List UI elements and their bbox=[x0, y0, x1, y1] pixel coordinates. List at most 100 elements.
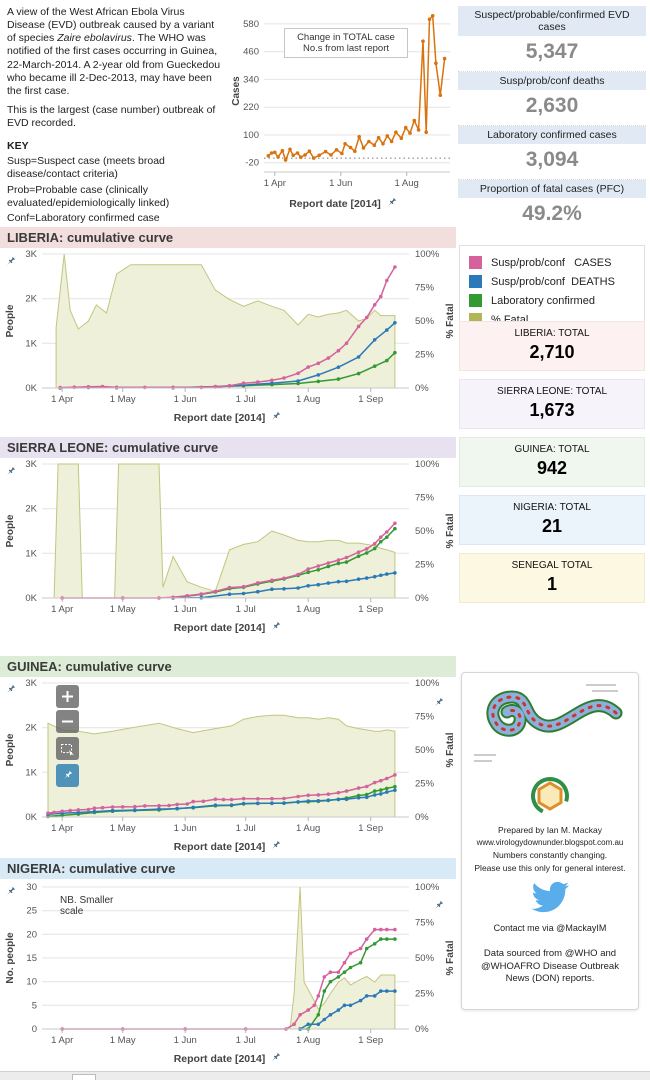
svg-text:1 Jul: 1 Jul bbox=[236, 394, 256, 405]
svg-text:1 Sep: 1 Sep bbox=[358, 394, 383, 405]
svg-text:People: People bbox=[5, 304, 16, 337]
credit-line-1: Prepared by Ian M. Mackay bbox=[498, 825, 602, 835]
svg-text:15: 15 bbox=[26, 953, 37, 964]
pin-button[interactable] bbox=[56, 764, 79, 787]
stat-pfc: Proportion of fatal cases (PFC) 49.2% bbox=[458, 179, 646, 233]
svg-text:1 Jul: 1 Jul bbox=[236, 604, 256, 615]
nigeria-annotation: NB. Smaller scale bbox=[60, 895, 114, 917]
svg-text:25: 25 bbox=[26, 906, 37, 917]
cases-swatch bbox=[469, 256, 482, 269]
total-value: 1 bbox=[546, 574, 557, 594]
hexagon-logo-icon bbox=[531, 777, 569, 815]
svg-text:1 May: 1 May bbox=[110, 604, 136, 615]
svg-text:1 Apr: 1 Apr bbox=[51, 1035, 73, 1046]
svg-text:3K: 3K bbox=[25, 249, 37, 260]
guinea-chart[interactable]: 1 Apr 1 May 1 Jun 1 Jul 1 Aug 1 Sep 0K 1K 2K 3K 0%… bbox=[0, 677, 456, 853]
svg-text:1 Jun: 1 Jun bbox=[174, 394, 197, 405]
svg-text:0%: 0% bbox=[415, 593, 429, 604]
pin-icon[interactable] bbox=[433, 697, 444, 708]
total-value: 2,710 bbox=[529, 342, 575, 362]
svg-text:460: 460 bbox=[243, 47, 259, 58]
x-axis-title: Report date [2014] bbox=[0, 620, 455, 634]
chart-canvas[interactable]: 1 Apr 1 May 1 Jun 1 Jul 1 Aug 1 Sep 0K 1K 2K 3K 0%… bbox=[0, 458, 456, 618]
svg-text:50%: 50% bbox=[415, 316, 435, 327]
pin-icon[interactable] bbox=[5, 256, 16, 267]
svg-text:100%: 100% bbox=[415, 249, 440, 260]
section-header-guinea: GUINEA: cumulative curve bbox=[0, 656, 456, 677]
legend-item-deaths[interactable]: Susp/prob/conf DEATHS bbox=[469, 272, 635, 291]
pin-icon[interactable] bbox=[5, 684, 16, 695]
total-value: 942 bbox=[536, 458, 568, 478]
svg-text:25%: 25% bbox=[415, 779, 435, 790]
svg-text:3K: 3K bbox=[25, 459, 37, 470]
sierra-leone-chart[interactable]: 1 Apr 1 May 1 Jun 1 Jul 1 Aug 1 Sep 0K 1K 2K 3K 0%… bbox=[0, 458, 456, 634]
chart-canvas[interactable]: 1 Apr 1 May 1 Jun 1 Jul 1 Aug 1 Sep 0 5 10 15 20 25… bbox=[0, 879, 456, 1049]
svg-text:1 Aug: 1 Aug bbox=[296, 394, 320, 405]
svg-text:% Fatal: % Fatal bbox=[445, 303, 455, 338]
intro-text: A view of the West African Ebola Virus D… bbox=[7, 6, 221, 227]
stat-value: 3,094 bbox=[525, 148, 579, 171]
pin-icon[interactable] bbox=[5, 886, 16, 897]
svg-text:1 Apr: 1 Apr bbox=[51, 604, 73, 615]
svg-text:0%: 0% bbox=[415, 812, 429, 823]
change-in-cases-chart[interactable]: 1 Apr 1 Jun 1 Aug -20 100 220 340 460 580 Cases C… bbox=[226, 2, 460, 210]
zoom-area-button[interactable] bbox=[56, 737, 79, 760]
legend-item-lab-confirmed[interactable]: Laboratory confirmed bbox=[469, 291, 635, 310]
svg-text:100%: 100% bbox=[415, 678, 440, 689]
credit-line-4: Please use this only for general interes… bbox=[474, 863, 626, 874]
pin-icon[interactable] bbox=[270, 621, 281, 632]
pin-icon[interactable] bbox=[270, 411, 281, 422]
liberia-chart[interactable]: 1 Apr 1 May 1 Jun 1 Jul 1 Aug 1 Sep 0K 1K 2K 3K 0%… bbox=[0, 248, 456, 424]
total-box-senegal: SENEGAL TOTAL 1 bbox=[459, 553, 645, 603]
pin-icon[interactable] bbox=[270, 840, 281, 851]
total-box-sierra-leone: SIERRA LEONE: TOTAL 1,673 bbox=[459, 379, 645, 429]
credit-blog-link: www.virologydownunder.blogspot.com.au bbox=[476, 838, 624, 848]
lab-confirmed-swatch bbox=[469, 294, 482, 307]
svg-text:220: 220 bbox=[243, 102, 259, 113]
chart-canvas[interactable]: 1 Apr 1 May 1 Jun 1 Jul 1 Aug 1 Sep 0K 1K 2K 3K 0%… bbox=[0, 248, 456, 408]
svg-text:580: 580 bbox=[243, 19, 259, 30]
zoom-in-button[interactable] bbox=[56, 685, 79, 708]
pin-icon[interactable] bbox=[5, 466, 16, 477]
total-value: 21 bbox=[541, 516, 563, 536]
key-line-susp: Susp=Suspect case (meets broad disease/c… bbox=[7, 155, 165, 181]
total-label: GUINEA: TOTAL bbox=[514, 444, 590, 455]
total-value: 1,673 bbox=[529, 400, 575, 420]
svg-text:1 Jul: 1 Jul bbox=[236, 1035, 256, 1046]
summary-stats: Suspect/probable/confirmed EVD cases 5,3… bbox=[458, 6, 646, 233]
svg-text:0%: 0% bbox=[415, 1024, 429, 1035]
svg-text:Cases: Cases bbox=[231, 76, 242, 106]
stat-label: Proportion of fatal cases (PFC) bbox=[458, 180, 646, 198]
svg-text:No. people: No. people bbox=[5, 932, 16, 984]
svg-text:1 Apr: 1 Apr bbox=[264, 178, 286, 189]
zoom-out-button[interactable] bbox=[56, 710, 79, 733]
svg-text:1K: 1K bbox=[25, 548, 37, 559]
credit-box: Prepared by Ian M. Mackay www.virologydo… bbox=[461, 672, 639, 1010]
svg-text:0K: 0K bbox=[25, 593, 37, 604]
chart-canvas[interactable]: 1 Apr 1 May 1 Jun 1 Jul 1 Aug 1 Sep 0K 1K 2K 3K 0%… bbox=[0, 677, 456, 837]
hexagon-logo bbox=[462, 774, 638, 823]
legend-label: Laboratory confirmed bbox=[491, 294, 595, 307]
key-line-conf: Conf=Laboratory confirmed case bbox=[7, 211, 160, 224]
key-title: KEY bbox=[7, 140, 29, 153]
stat-value: 49.2% bbox=[522, 202, 582, 225]
credit-line-3: Numbers constantly changing. bbox=[492, 850, 608, 861]
svg-text:1 Jul: 1 Jul bbox=[236, 823, 256, 834]
stat-deaths: Susp/prob/conf deaths 2,630 bbox=[458, 71, 646, 125]
svg-text:1 Aug: 1 Aug bbox=[296, 1035, 320, 1046]
pin-icon[interactable] bbox=[386, 197, 397, 208]
scrollbar-thumb[interactable] bbox=[72, 1074, 96, 1080]
pin-icon[interactable] bbox=[433, 900, 444, 911]
pin-icon[interactable] bbox=[270, 1052, 281, 1063]
x-axis-title: Report date [2014] bbox=[226, 196, 460, 210]
svg-text:10: 10 bbox=[26, 977, 37, 988]
svg-text:340: 340 bbox=[243, 74, 259, 85]
svg-text:People: People bbox=[5, 514, 16, 547]
svg-text:1 Apr: 1 Apr bbox=[51, 823, 73, 834]
svg-text:% Fatal: % Fatal bbox=[445, 513, 455, 548]
nigeria-chart[interactable]: 1 Apr 1 May 1 Jun 1 Jul 1 Aug 1 Sep 0 5 10 15 20 25… bbox=[0, 879, 456, 1065]
intro-paragraph-1: A view of the West African Ebola Virus D… bbox=[7, 6, 221, 97]
stat-label: Laboratory confirmed cases bbox=[458, 126, 646, 144]
legend-item-cases[interactable]: Susp/prob/conf CASES bbox=[469, 253, 635, 272]
intro-paragraph-2: This is the largest (case number) outbre… bbox=[7, 103, 216, 129]
